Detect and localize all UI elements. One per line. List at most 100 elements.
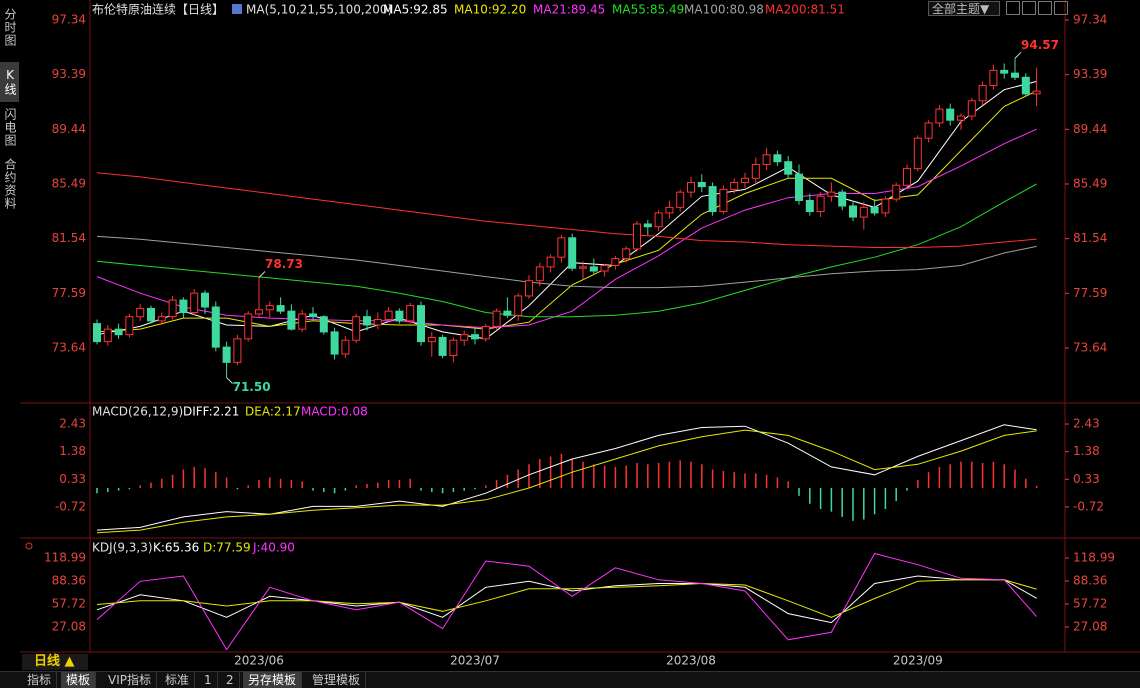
candle-body (1021, 76, 1030, 95)
candle-body (762, 154, 771, 165)
candle-body (643, 223, 652, 228)
legend-entry: MA21:89.45 (533, 3, 605, 17)
kdj-title: KDJ(9,3,3) (92, 541, 153, 555)
indicator-line (96, 235, 1037, 289)
macd-title: MACD(26,12,9) (92, 405, 183, 419)
x-tick-label: 2023/07 (450, 654, 500, 668)
y-tick-label: 89.44 (1073, 122, 1107, 136)
candle-body (827, 191, 836, 197)
tab[interactable]: 标准 (160, 672, 196, 688)
tab[interactable]: VIP指标 (103, 672, 157, 688)
candle-body (849, 205, 857, 218)
candle-body (805, 199, 814, 213)
candle-body (276, 305, 285, 312)
candle-body (255, 309, 263, 315)
tab[interactable]: 管理模板 (307, 672, 367, 688)
legend-entry: D:77.59 (203, 541, 251, 555)
candle-body (147, 307, 155, 322)
candle-body (125, 316, 134, 336)
candle-body (222, 346, 231, 363)
tab[interactable]: 2 (221, 672, 240, 688)
y-tick-label: 77.59 (52, 286, 86, 300)
legend-entry: MA100:80.98 (684, 3, 764, 17)
candle-body (838, 191, 847, 207)
candle-body (471, 334, 479, 340)
candle-body (1032, 90, 1041, 95)
candle-body (654, 212, 663, 228)
candle-body (492, 310, 501, 327)
x-tick-label: 2023/09 (893, 654, 943, 668)
candle-body (600, 264, 609, 272)
candle-body (1000, 69, 1009, 74)
candle-body (1011, 72, 1019, 78)
legend-entry: DEA:2.17 (245, 405, 301, 419)
candle-body (924, 122, 933, 139)
candle-body (190, 292, 199, 314)
candle-body (233, 338, 242, 363)
candle-body (406, 305, 415, 322)
indicator-line (96, 579, 1037, 618)
candle-body (784, 161, 793, 175)
tool-icon[interactable] (1022, 1, 1036, 15)
y-tick-label: 118.99 (44, 550, 86, 564)
annotation-leader (258, 271, 266, 278)
y-tick-label: 2.43 (1073, 417, 1100, 431)
y-tick-label: 0.33 (1073, 472, 1100, 486)
y-tick-label: 85.49 (1073, 176, 1107, 190)
y-tick-label: 1.38 (1073, 444, 1100, 458)
y-tick-label: 97.34 (52, 13, 86, 27)
indicator-line (96, 552, 1037, 651)
legend-entry: J:40.90 (252, 541, 295, 555)
theme-button[interactable]: 全部主题▼ (928, 1, 1000, 16)
candle-body (557, 237, 566, 258)
candle-body (903, 168, 911, 186)
side-tab[interactable]: 合约资料 (3, 158, 17, 210)
period-selector[interactable]: 日线 ▲ (22, 654, 88, 670)
candle-body (93, 323, 101, 343)
indicator-line (96, 183, 1037, 318)
candle-body (665, 206, 674, 214)
candle-body (773, 154, 782, 163)
candle-body (287, 310, 296, 330)
y-tick-label: 57.72 (1073, 597, 1107, 611)
indicator-title: MA(5,10,21,55,100,200) (246, 3, 392, 17)
legend-entry: K:65.36 (153, 541, 199, 555)
candle-body (179, 299, 188, 314)
indicator-line (96, 575, 1037, 624)
candle-body (201, 292, 209, 308)
y-tick-label: 97.34 (1073, 13, 1107, 27)
side-tab[interactable]: 分时图 (3, 7, 17, 47)
candle-body (633, 223, 641, 250)
y-tick-label: 73.64 (1073, 340, 1107, 354)
side-tab[interactable]: 闪电图 (3, 107, 17, 147)
candle-body (427, 336, 436, 343)
tool-icon[interactable] (1054, 1, 1068, 15)
tool-icon[interactable] (1006, 1, 1020, 15)
y-tick-label: 88.36 (52, 573, 86, 587)
y-tick-label: 0.33 (59, 472, 86, 486)
y-tick-label: 73.64 (52, 340, 86, 354)
tool-icon[interactable] (1038, 1, 1052, 15)
kdj-icon[interactable] (25, 542, 33, 550)
candle-body (611, 258, 620, 266)
tab[interactable]: 指标 (22, 672, 58, 688)
y-tick-label: 1.38 (59, 444, 86, 458)
y-tick-label: 118.99 (1073, 550, 1115, 564)
candle-body (741, 177, 749, 183)
candle-body (136, 307, 145, 318)
candle-body (244, 313, 253, 340)
y-tick-label: 27.08 (1073, 620, 1107, 634)
candle-body (503, 310, 512, 316)
indicator-line (96, 172, 1037, 248)
candle-body (460, 334, 469, 341)
candle-body (935, 108, 944, 124)
y-tick-label: 57.72 (52, 597, 86, 611)
y-tick-label: 88.36 (1073, 573, 1107, 587)
indicator-line (96, 128, 1037, 329)
y-tick-label: 93.39 (1073, 67, 1107, 81)
tab[interactable]: 模板 (61, 672, 97, 688)
tab[interactable]: 1 (199, 672, 218, 688)
side-tab[interactable]: K线图 (0, 62, 19, 102)
tab[interactable]: 另存模板 (243, 672, 303, 688)
